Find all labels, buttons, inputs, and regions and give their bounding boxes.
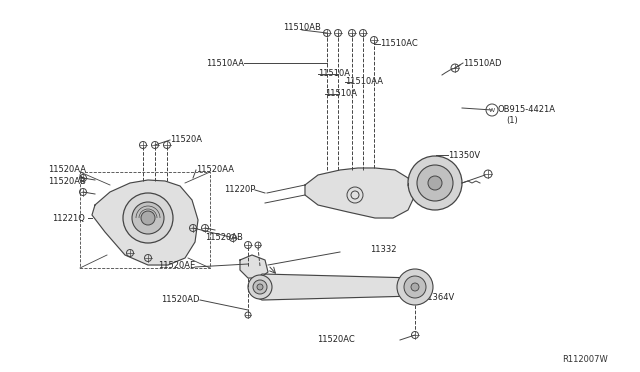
Circle shape [397,269,433,305]
Circle shape [253,280,267,294]
Polygon shape [240,255,268,278]
Polygon shape [92,180,198,265]
Circle shape [428,176,442,190]
Circle shape [141,211,155,225]
Circle shape [417,165,453,201]
Text: 11221Q: 11221Q [52,214,85,222]
Text: 11520AD: 11520AD [161,295,200,305]
Text: 11510AC: 11510AC [380,39,418,48]
Text: 11510A: 11510A [325,90,357,99]
Text: 11332: 11332 [370,246,397,254]
Polygon shape [255,274,425,300]
Text: 11520A: 11520A [170,135,202,144]
Text: 11510A: 11510A [318,70,350,78]
Text: R112007W: R112007W [563,356,608,365]
Polygon shape [258,279,415,295]
Text: 11510AA: 11510AA [345,77,383,87]
Circle shape [411,283,419,291]
Circle shape [132,202,164,234]
Text: 11520AB: 11520AB [48,177,86,186]
Circle shape [248,275,272,299]
Text: 11520AC: 11520AC [317,336,355,344]
Text: 11510AD: 11510AD [463,58,502,67]
Text: 11510AA: 11510AA [206,58,244,67]
Text: 11520AB: 11520AB [205,234,243,243]
Text: W: W [489,108,495,112]
Text: 11364V: 11364V [422,292,454,301]
Text: 11510AB: 11510AB [283,22,321,32]
Text: (1): (1) [506,115,518,125]
Circle shape [123,193,173,243]
Circle shape [408,156,462,210]
Text: 11520AA: 11520AA [196,166,234,174]
Text: 11220P: 11220P [223,186,255,195]
Circle shape [404,276,426,298]
Text: 11520AA: 11520AA [48,166,86,174]
Text: OB915-4421A: OB915-4421A [498,106,556,115]
Text: 11520AE: 11520AE [157,262,195,270]
Polygon shape [305,168,415,218]
Circle shape [257,284,263,290]
Text: 11350V: 11350V [448,151,480,160]
